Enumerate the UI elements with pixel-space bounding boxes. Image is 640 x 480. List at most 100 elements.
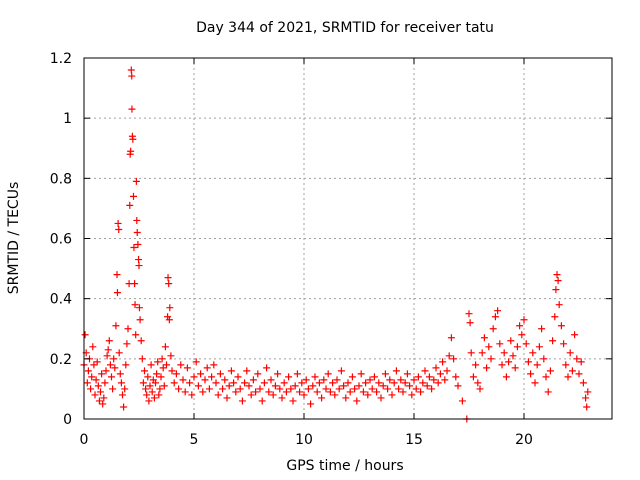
data-point: [274, 370, 282, 378]
x-tick-label: 5: [190, 432, 199, 448]
data-point: [159, 364, 167, 372]
data-point: [95, 397, 103, 405]
data-point: [458, 397, 466, 405]
data-point: [120, 403, 128, 411]
data-point: [157, 373, 165, 381]
data-point: [216, 370, 224, 378]
y-tick-label: 0.8: [50, 171, 72, 187]
data-point: [168, 367, 176, 375]
data-point: [540, 355, 548, 363]
data-point: [112, 322, 120, 330]
data-point: [291, 382, 299, 390]
data-point: [522, 340, 530, 348]
data-point: [502, 373, 510, 381]
data-point: [342, 394, 350, 402]
data-point: [133, 216, 141, 224]
data-point: [373, 388, 381, 396]
data-point: [115, 349, 123, 357]
data-point: [116, 370, 124, 378]
data-point: [84, 367, 92, 375]
data-point: [390, 379, 398, 387]
data-point: [113, 289, 121, 297]
data-point: [434, 379, 442, 387]
data-point: [119, 391, 126, 399]
data-point: [137, 337, 145, 345]
y-tick-label: 1.2: [50, 51, 72, 67]
data-point: [181, 388, 189, 396]
data-point: [147, 361, 155, 369]
data-point: [549, 337, 557, 345]
data-point: [141, 367, 148, 375]
data-point: [98, 370, 106, 378]
data-point: [368, 385, 376, 393]
data-point: [399, 388, 407, 396]
data-point: [121, 385, 129, 393]
data-point: [467, 349, 475, 357]
data-point: [172, 370, 180, 378]
data-point: [370, 373, 378, 381]
data-point: [128, 105, 136, 113]
data-point: [152, 379, 159, 387]
data-point: [302, 376, 310, 384]
data-point: [511, 364, 519, 372]
data-point: [91, 391, 99, 399]
data-point: [127, 66, 135, 74]
data-point: [83, 379, 91, 387]
data-point: [428, 385, 436, 393]
data-point: [491, 313, 499, 321]
data-point: [81, 331, 89, 339]
data-point: [377, 394, 385, 402]
data-point: [443, 367, 451, 375]
x-tick-label: 10: [295, 432, 313, 448]
data-point: [436, 370, 444, 378]
data-point: [186, 379, 194, 387]
data-point: [247, 391, 255, 399]
data-point: [513, 343, 521, 351]
data-point: [165, 316, 173, 324]
data-point: [113, 271, 121, 279]
data-point: [254, 370, 262, 378]
data-point: [447, 334, 455, 342]
data-point: [527, 370, 535, 378]
data-point: [296, 388, 304, 396]
data-point: [94, 382, 102, 390]
data-point: [276, 385, 284, 393]
data-point: [452, 373, 460, 381]
data-point: [103, 352, 111, 360]
data-point: [439, 358, 447, 366]
data-point: [127, 147, 135, 155]
y-axis-label: SRMTID / TECUs: [6, 182, 22, 295]
data-point: [117, 379, 125, 387]
data-point: [544, 388, 552, 396]
data-point: [583, 403, 591, 411]
data-point: [260, 379, 268, 387]
data-point: [520, 316, 528, 324]
x-axis-label: GPS time / hours: [286, 458, 403, 474]
data-point: [144, 373, 152, 381]
data-point: [337, 367, 345, 375]
y-tick-label: 0.6: [50, 232, 72, 248]
data-point: [344, 379, 352, 387]
data-point: [430, 376, 438, 384]
data-point: [136, 316, 144, 324]
data-point: [465, 310, 473, 318]
data-point: [546, 367, 554, 375]
data-point: [441, 376, 449, 384]
data-point: [130, 244, 138, 252]
data-point: [412, 385, 420, 393]
data-point: [562, 361, 570, 369]
data-point: [322, 385, 330, 393]
data-point: [401, 379, 409, 387]
data-point: [154, 358, 162, 366]
data-point: [335, 385, 343, 393]
data-point: [516, 322, 524, 330]
data-point: [97, 388, 104, 396]
data-point: [476, 385, 484, 393]
data-point: [417, 388, 425, 396]
data-point: [304, 385, 312, 393]
data-point: [421, 367, 429, 375]
data-point: [111, 364, 119, 372]
data-point: [133, 228, 141, 236]
data-point: [87, 385, 95, 393]
